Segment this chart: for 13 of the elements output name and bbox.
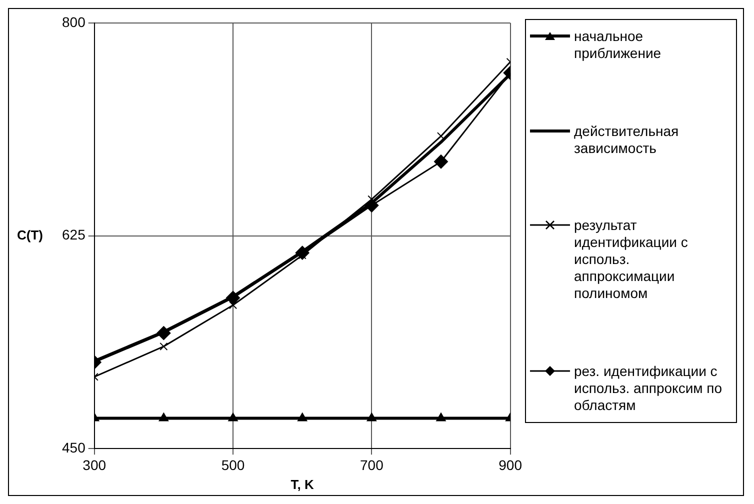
x-tick-label: 700 — [360, 456, 384, 473]
y-tick-label: 450 — [62, 439, 86, 456]
legend-label: начальное приближение — [574, 28, 662, 62]
legend-label: рез. идентификации с использ. аппроксим по областям — [574, 362, 724, 414]
x-axis-title: T, K — [290, 476, 314, 492]
x-tick-label: 500 — [221, 456, 245, 473]
legend-label: результат идентификации с использ. аппроксимации полиномом — [574, 217, 689, 302]
y-axis-title: C(T) — [17, 227, 43, 242]
legend-label: действительная зависимость — [574, 122, 680, 157]
y-tick-label: 800 — [62, 14, 86, 30]
y-tick-label: 625 — [62, 226, 86, 243]
x-tick-label: 900 — [498, 456, 522, 473]
x-tick-label: 300 — [82, 456, 106, 473]
